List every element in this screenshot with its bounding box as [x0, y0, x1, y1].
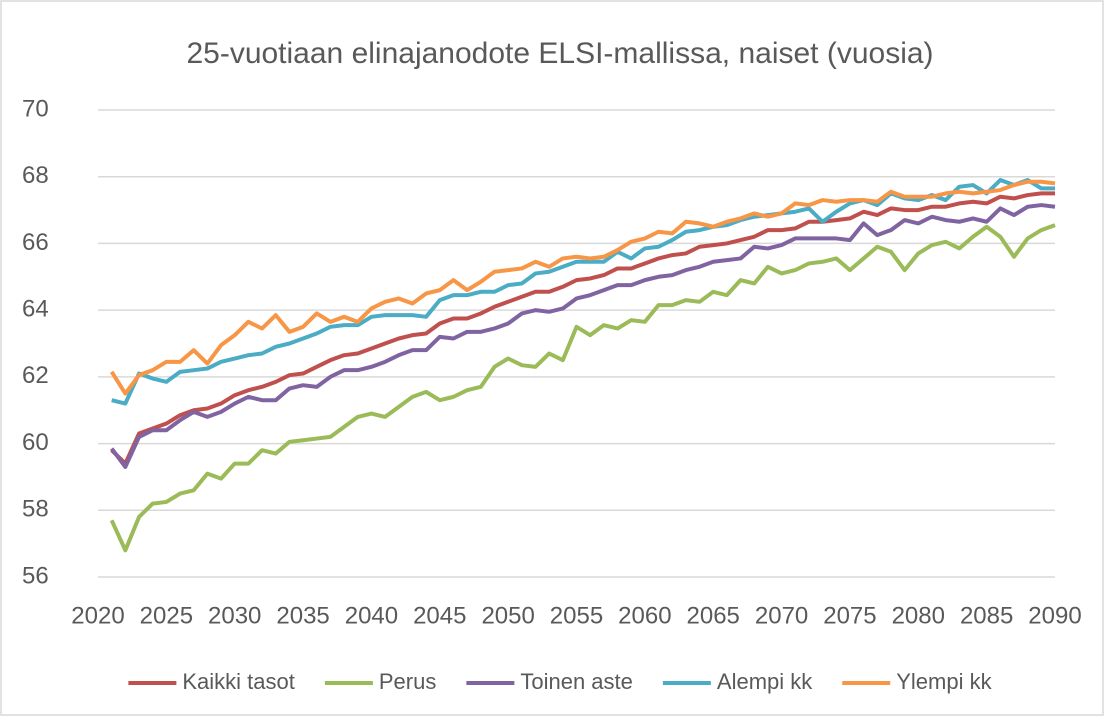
- data-line: [109, 223, 1056, 553]
- chart-title: 25-vuotiaan elinajanodote ELSI-mallissa,…: [186, 37, 933, 70]
- y-tick-label: 58: [22, 496, 49, 523]
- x-tick-label: 2065: [687, 602, 740, 629]
- legend-label: Alempi kk: [717, 669, 813, 694]
- legend-label: Ylempi kk: [896, 669, 992, 694]
- x-tick-label: 2070: [755, 602, 808, 629]
- x-tick-label: 2030: [208, 602, 261, 629]
- x-tick-label: 2020: [71, 602, 124, 629]
- x-tick-label: 2075: [823, 602, 876, 629]
- legend-label: Kaikki tasot: [182, 669, 295, 694]
- y-tick-label: 56: [22, 562, 49, 589]
- y-tick-label: 60: [22, 429, 49, 456]
- legend-label: Toinen aste: [520, 669, 633, 694]
- x-tick-label: 2060: [618, 602, 671, 629]
- data-line: [110, 191, 1055, 466]
- y-tick-label: 66: [22, 229, 49, 256]
- x-tick-label: 2040: [345, 602, 398, 629]
- y-tick-label: 68: [22, 162, 49, 189]
- legend-label: Perus: [379, 669, 436, 694]
- data-line: [110, 203, 1056, 469]
- x-tick-label: 2055: [550, 602, 603, 629]
- x-tick-label: 2035: [276, 602, 329, 629]
- y-tick-label: 62: [22, 362, 49, 389]
- data-line: [109, 179, 1056, 396]
- y-tick-label: 64: [22, 295, 49, 322]
- x-tick-label: 2025: [140, 602, 193, 629]
- x-tick-label: 2090: [1028, 602, 1081, 629]
- x-tick-label: 2045: [413, 602, 466, 629]
- x-tick-label: 2085: [960, 602, 1013, 629]
- y-tick-label: 70: [22, 95, 49, 122]
- x-tick-label: 2050: [481, 602, 534, 629]
- x-tick-label: 2080: [892, 602, 945, 629]
